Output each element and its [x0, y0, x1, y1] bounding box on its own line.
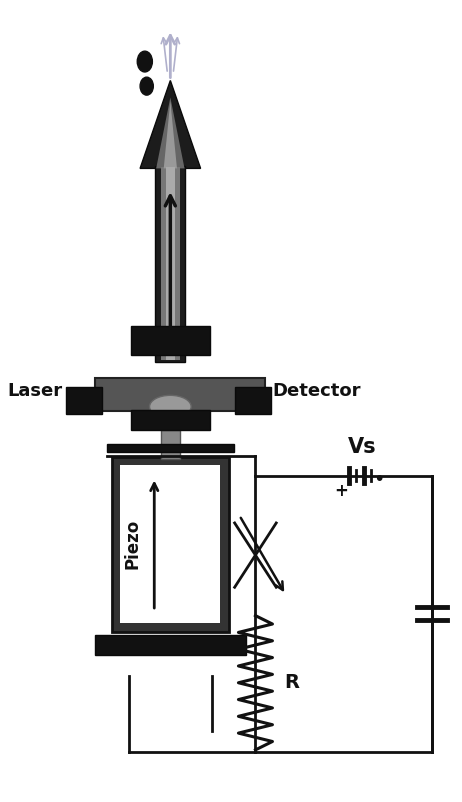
Text: Piezo: Piezo	[123, 519, 141, 569]
Polygon shape	[140, 80, 201, 168]
Text: R: R	[284, 673, 299, 692]
Bar	[107, 444, 234, 452]
Ellipse shape	[140, 77, 153, 95]
Bar	[155, 165, 185, 363]
Text: +: +	[334, 482, 348, 500]
Bar	[165, 168, 175, 360]
Bar	[67, 387, 102, 415]
Bar	[131, 326, 210, 354]
Polygon shape	[164, 101, 177, 168]
Text: •: •	[374, 470, 385, 489]
Text: Detector: Detector	[273, 382, 361, 399]
Ellipse shape	[137, 51, 152, 72]
Bar	[95, 634, 246, 655]
Bar	[95, 379, 265, 411]
Text: Vs: Vs	[348, 437, 377, 457]
Text: Laser: Laser	[7, 382, 62, 399]
Bar	[131, 410, 210, 431]
Polygon shape	[156, 98, 184, 168]
Bar	[161, 431, 180, 459]
Bar	[161, 168, 180, 360]
Bar	[112, 457, 229, 632]
Bar	[120, 465, 220, 623]
Bar	[235, 387, 271, 415]
Ellipse shape	[150, 395, 191, 418]
